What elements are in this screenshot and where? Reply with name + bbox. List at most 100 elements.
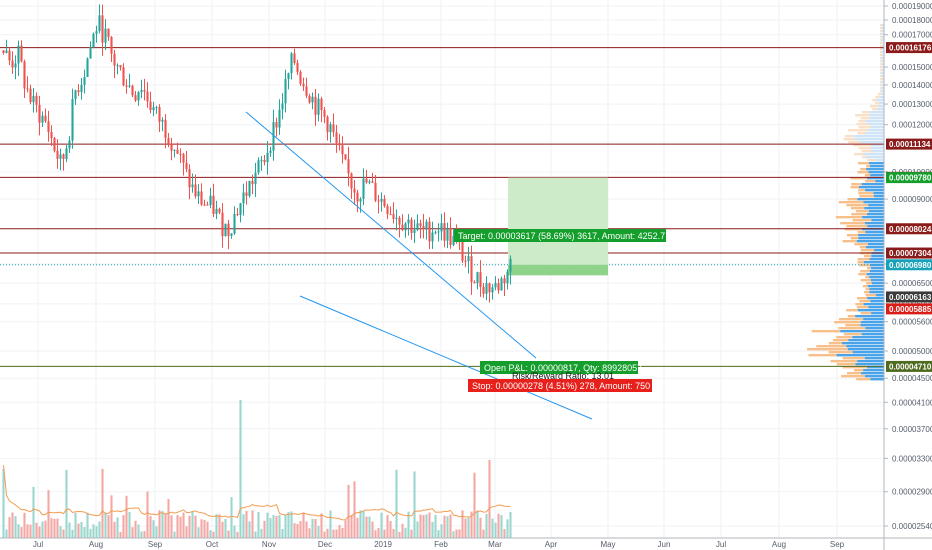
x-tick-label: 2019 <box>374 540 392 549</box>
candle-body <box>476 272 479 284</box>
target-label: Target: 0.00003617 (58.69%) 3617, Amount… <box>458 231 665 241</box>
candle-body <box>299 71 302 84</box>
svg-text:0.00008024: 0.00008024 <box>889 225 932 234</box>
volume-bar <box>158 510 161 538</box>
candle-body <box>377 200 380 202</box>
volume-bar <box>362 511 365 538</box>
volume-bar <box>380 512 383 538</box>
volume-bar <box>227 530 230 538</box>
volume-bar <box>437 530 440 538</box>
volume-bar <box>221 521 224 538</box>
candle-body <box>26 88 29 90</box>
volume-bar <box>347 484 350 538</box>
volume-bar <box>272 514 275 538</box>
volume-bar <box>206 521 209 538</box>
volume-bar <box>104 512 107 538</box>
candle-body <box>257 160 260 173</box>
candle-body <box>287 73 290 80</box>
volume-bar <box>401 523 404 538</box>
candle-body <box>332 124 335 133</box>
volume-bar <box>80 521 83 538</box>
candle-body <box>380 198 383 202</box>
horizontal-levels[interactable] <box>0 47 884 367</box>
candle-body <box>272 122 275 151</box>
volume-bar <box>266 512 269 538</box>
candle-body <box>449 227 452 245</box>
candle-body <box>443 223 446 241</box>
volume-bar <box>248 521 251 538</box>
volume-bar <box>29 524 32 538</box>
volume-bar <box>122 515 125 538</box>
volume-bar <box>449 514 452 538</box>
volume-bar <box>404 527 407 538</box>
candle-body <box>266 152 269 163</box>
volume-bar <box>452 531 455 538</box>
volume-bar <box>74 512 77 538</box>
candle-body <box>164 119 167 139</box>
y-axis[interactable]: 0.00019000 0.00018000 0.00017000 0.00015000… <box>883 0 932 550</box>
volume-bar <box>86 512 89 538</box>
volume-bar <box>503 529 506 538</box>
candle-body <box>467 256 470 262</box>
volume-bar <box>488 460 491 538</box>
candle-body <box>149 101 152 111</box>
candlestick-series <box>2 4 512 303</box>
risk-reward-label: Risk/Reward Ratio: 13.01 <box>512 371 614 381</box>
candle-body <box>386 206 389 215</box>
level-price-tag: 0.00016176 <box>886 42 932 54</box>
candle-body <box>464 260 467 262</box>
candle-body <box>431 232 434 242</box>
volume-bar <box>224 518 227 538</box>
candle-body <box>419 223 422 227</box>
volume-bar <box>374 530 377 538</box>
candle-body <box>197 191 200 197</box>
candle-body <box>209 195 212 205</box>
candle-body <box>59 154 62 159</box>
volume-bar <box>245 510 248 538</box>
candle-body <box>494 283 497 288</box>
candle-body <box>47 121 50 132</box>
profit-zone <box>508 264 608 276</box>
volume-bar <box>356 517 359 538</box>
candle-body <box>344 154 347 160</box>
candle-body <box>65 148 68 159</box>
volume-bar <box>329 510 332 538</box>
volume-bar <box>209 530 212 538</box>
candle-body <box>314 96 317 115</box>
y-tick-label: 0.00018000 <box>892 16 932 25</box>
candle-body <box>44 115 47 122</box>
volume-bar <box>311 518 314 538</box>
candle-body <box>329 124 332 133</box>
candle-body <box>224 223 227 237</box>
candle-body <box>74 90 77 99</box>
svg-text:0.00004710: 0.00004710 <box>889 362 932 371</box>
volume-bar <box>176 515 179 538</box>
volume-bar <box>338 525 341 538</box>
y-tick-label: 0.00019000 <box>892 2 932 11</box>
long-position-tool[interactable] <box>508 177 608 276</box>
candle-body <box>368 181 371 183</box>
x-tick-label: Jun <box>658 540 671 549</box>
price-tag: 0.00006980 <box>886 259 932 271</box>
candle-body <box>284 79 287 104</box>
volume-bar <box>242 514 245 538</box>
candle-body <box>311 96 314 103</box>
volume-bar <box>17 524 20 538</box>
volume-bars <box>2 400 512 538</box>
volume-bar <box>275 515 278 538</box>
volume-bar <box>302 512 305 538</box>
candle-body <box>107 28 110 37</box>
candle-body <box>428 221 431 242</box>
candle-body <box>254 172 257 185</box>
volume-bar <box>497 513 500 538</box>
target-label-bg <box>454 229 666 242</box>
trendlines[interactable] <box>245 111 593 420</box>
candle-body <box>398 217 401 225</box>
volume-bar <box>197 527 200 538</box>
candle-body <box>146 91 149 102</box>
svg-text:0.00011134: 0.00011134 <box>889 140 931 149</box>
candle-body <box>242 192 245 204</box>
candle-body <box>140 90 143 93</box>
volume-bar <box>371 521 374 538</box>
